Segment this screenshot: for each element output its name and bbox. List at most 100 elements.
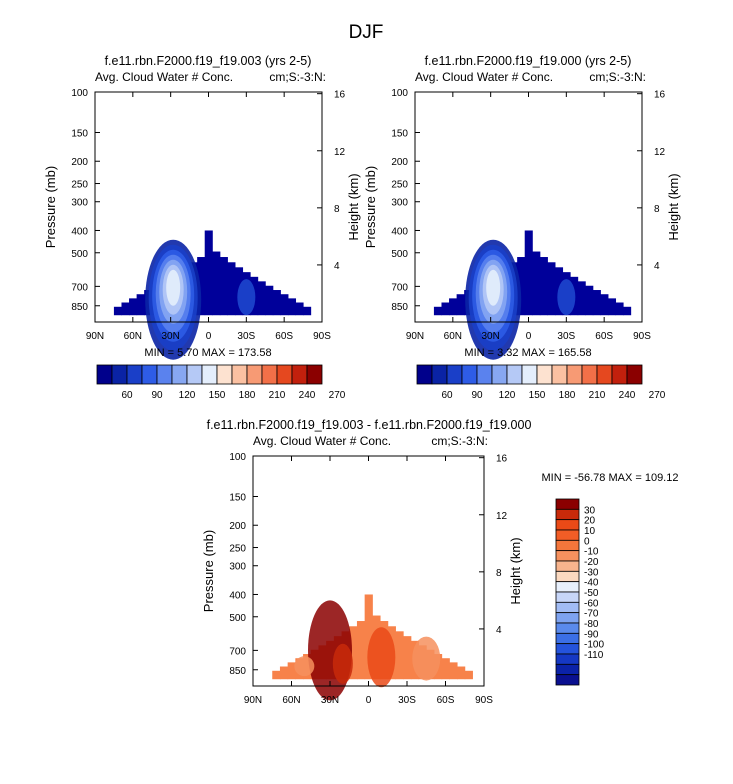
x-tick-label: 30S	[237, 331, 255, 342]
colorbar-label: 150	[529, 390, 546, 401]
colorbar-cell	[126, 364, 143, 385]
colorbar-cell	[156, 364, 173, 385]
colorbar-label: 240	[619, 390, 636, 401]
colorbar-cell	[216, 364, 233, 385]
colorbar-cell	[431, 364, 448, 385]
panel-stats: MIN = 5.70 MAX = 173.58	[144, 347, 271, 359]
colorbar-label: -20	[584, 557, 599, 568]
colorbar-cell	[536, 364, 553, 385]
field-cell	[441, 658, 450, 680]
colorbar-cell	[555, 570, 580, 583]
colorbar-label: -70	[584, 609, 599, 620]
colorbar-cell	[416, 364, 433, 385]
colorbar-cell	[611, 364, 628, 385]
x-tick-label: 0	[526, 331, 532, 342]
colorbar-label: -80	[584, 619, 599, 630]
y-tick-label: 500	[71, 249, 88, 260]
colorbar-cell	[555, 632, 580, 645]
y-tick-label: 200	[391, 157, 408, 168]
height-tick-label: 4	[654, 261, 660, 272]
y-tick-label: 400	[229, 590, 246, 601]
y-tick-label: 100	[229, 452, 246, 463]
colorbar-cell	[581, 364, 598, 385]
colorbar-label: 180	[239, 390, 256, 401]
field-cell	[395, 631, 404, 680]
colorbar-cell	[555, 508, 580, 521]
field-cell	[227, 262, 236, 316]
field-cell	[449, 298, 458, 316]
y-axis-right-label: Height (km)	[508, 537, 523, 604]
x-tick-label: 60N	[444, 331, 462, 342]
colorbar-label: 210	[589, 390, 606, 401]
colorbar-cell	[555, 550, 580, 562]
field-cell	[464, 670, 473, 680]
field-cell	[272, 290, 281, 316]
field-cell	[257, 281, 266, 316]
field-contour	[237, 279, 256, 316]
field-cell	[441, 302, 450, 316]
colorbar-cell	[555, 519, 580, 531]
colorbar-cell	[555, 539, 580, 552]
y-tick-label: 100	[71, 88, 88, 99]
y-tick-label: 200	[71, 157, 88, 168]
colorbar-cell	[446, 364, 463, 385]
y-tick-label: 250	[229, 544, 246, 555]
field-cell	[356, 621, 366, 680]
colorbar-label: -110	[584, 650, 604, 661]
colorbar-cell	[306, 364, 323, 385]
field-cell	[364, 594, 373, 680]
colorbar-cell	[111, 364, 128, 385]
field-cell	[456, 294, 465, 316]
field-cell	[615, 302, 624, 316]
field-cell	[121, 302, 130, 316]
field-contour	[486, 269, 501, 306]
y-axis-right-label: Height (km)	[666, 173, 681, 240]
colorbar-3: 3020100-10-20-30-40-50-60-70-80-90-100-1…	[555, 498, 604, 686]
x-tick-label: 60N	[282, 695, 300, 706]
colorbar-label: 90	[471, 390, 483, 401]
y-tick-label: 700	[391, 282, 408, 293]
height-tick-label: 12	[496, 511, 508, 522]
field-cell	[532, 251, 541, 316]
colorbar-cell	[506, 364, 523, 385]
field-contour	[412, 636, 441, 681]
colorbar-cell	[491, 364, 508, 385]
x-tick-label: 30N	[321, 695, 339, 706]
field-cell	[287, 298, 297, 316]
y-axis-right-label: Height (km)	[346, 173, 361, 240]
field-cell	[272, 670, 281, 680]
y-tick-label: 100	[391, 88, 408, 99]
y-tick-label: 150	[229, 493, 246, 504]
y-tick-label: 700	[71, 282, 88, 293]
y-tick-label: 850	[391, 302, 408, 313]
colorbar-1: 60 90 120 150 180 210 240 270	[96, 364, 346, 401]
y-tick-label: 700	[229, 646, 246, 657]
colorbar-label: 30	[584, 505, 596, 516]
panel-right-label: cm;S:-3:N:	[431, 434, 488, 448]
colorbar-cell	[201, 364, 218, 385]
colorbar-2: 60 90 120 150 180 210 240 270	[416, 364, 666, 401]
field-cell	[547, 262, 556, 316]
colorbar-label: -40	[584, 578, 599, 589]
colorbar-cell	[261, 364, 278, 385]
colorbar-label: 120	[179, 390, 196, 401]
colorbar-label: -10	[584, 547, 599, 558]
colorbar-cell	[186, 364, 203, 385]
x-tick-label: 30N	[161, 331, 179, 342]
figure-title: DJF	[349, 22, 384, 43]
x-tick-label: 30S	[398, 695, 416, 706]
chart-panel-3: f.e11.rbn.F2000.f19_f19.003 - f.e11.rbn.…	[201, 418, 678, 706]
x-tick-label: 60S	[437, 695, 455, 706]
x-tick-label: 60N	[124, 331, 142, 342]
colorbar-cell	[551, 364, 568, 385]
contour-field	[272, 594, 473, 701]
field-cell	[136, 294, 145, 316]
colorbar-cell	[555, 612, 580, 624]
colorbar-cell	[555, 560, 580, 572]
x-tick-label: 90N	[406, 331, 424, 342]
y-tick-label: 300	[391, 198, 408, 209]
colorbar-cell	[246, 364, 263, 385]
height-tick-label: 12	[654, 147, 666, 158]
y-tick-label: 150	[391, 129, 408, 140]
colorbar-cell	[626, 364, 643, 385]
